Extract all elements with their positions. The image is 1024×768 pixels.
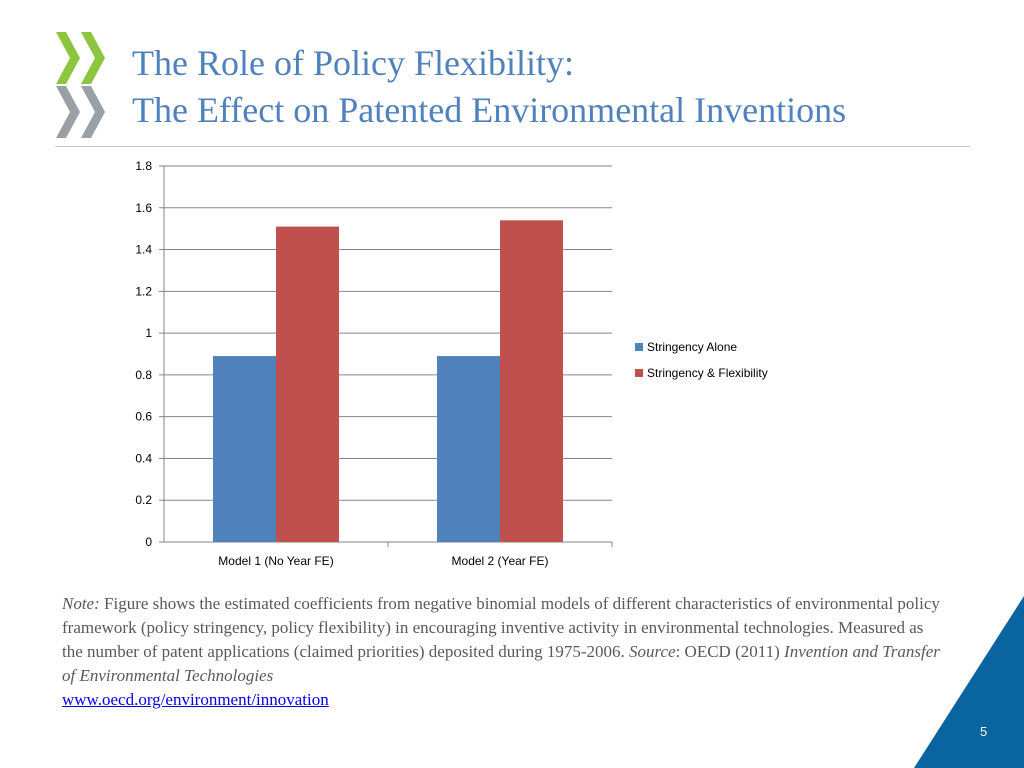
legend-swatch [635,343,643,351]
source-title: Invention and Transfer of Environmental … [62,642,940,685]
y-tick-label: 1.6 [135,201,152,215]
note-label: Note: [62,594,100,613]
bar-chart: 0 0.2 0.4 0.6 0.8 1 1.2 1.4 1.6 1.8 Model 1 (No Ye… [135,159,768,568]
y-tick-label: 0.6 [135,410,152,424]
oecd-logo [56,32,105,138]
y-tick-label: 1.4 [135,243,152,257]
bar [500,220,563,543]
y-tick-label: 0.4 [135,451,152,465]
note-text: Figure shows the estimated coefficients … [62,594,940,661]
bar [213,356,276,542]
title-divider [55,146,970,147]
y-tick-label: 1 [145,326,152,340]
x-tick-label: Model 1 (No Year FE) [218,554,333,568]
figure-note: Note: Figure shows the estimated coeffic… [62,592,942,712]
y-tick-label: 1.8 [135,159,152,173]
logo-chevron-upper [81,32,105,84]
source-link[interactable]: www.oecd.org/environment/innovation [62,690,329,709]
legend-label: Stringency Alone [647,340,737,354]
source-text: : OECD (2011) [675,642,785,661]
bar [276,226,339,543]
y-tick-label: 0.8 [135,368,152,382]
y-tick-label: 0 [145,535,152,549]
logo-chevron-lower [56,86,80,138]
corner-decoration [914,596,1024,768]
slide-title: The Role of Policy Flexibility: The Effe… [132,40,846,134]
y-tick-label: 1.2 [135,284,152,298]
logo-chevron-upper [56,32,80,84]
y-tick-label: 0.2 [135,493,152,507]
slide-title-line1: The Role of Policy Flexibility: [132,43,574,83]
slide-title-line2: The Effect on Patented Environmental Inv… [132,90,847,130]
legend-label: Stringency & Flexibility [647,366,768,380]
bar [437,356,500,542]
page-number: 5 [980,724,988,739]
source-label: Source [629,642,676,661]
logo-chevron-lower [81,86,105,138]
legend-swatch [635,369,643,377]
x-tick-label: Model 2 (Year FE) [452,554,549,568]
